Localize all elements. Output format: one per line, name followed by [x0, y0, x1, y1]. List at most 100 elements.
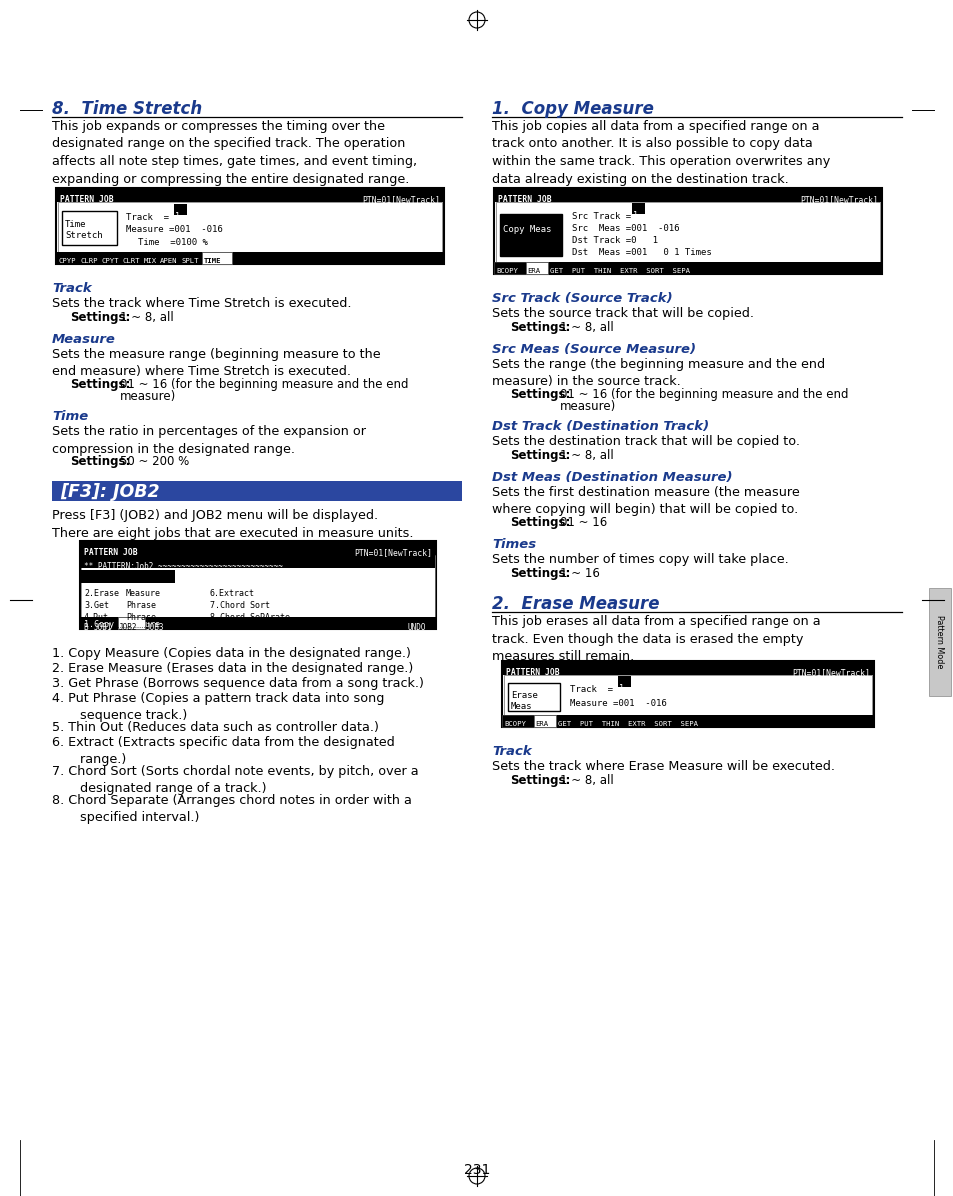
Text: Phrase: Phrase: [126, 602, 156, 610]
Text: 231: 231: [463, 1163, 490, 1177]
Text: measure): measure): [559, 399, 616, 413]
Text: Stretch: Stretch: [65, 231, 103, 240]
Text: [F3]: JOB2: [F3]: JOB2: [60, 483, 159, 501]
Bar: [494, 262, 525, 274]
Bar: [501, 661, 873, 675]
Text: 1 ~ 8, all: 1 ~ 8, all: [559, 448, 613, 462]
Text: Sets the destination track that will be copied to.: Sets the destination track that will be …: [492, 435, 800, 448]
Text: Settings:: Settings:: [510, 321, 570, 334]
Text: CLRT: CLRT: [123, 258, 140, 264]
Bar: [631, 203, 644, 214]
Text: GET  PUT  THIN  EXTR  SORT  SEPA: GET PUT THIN EXTR SORT SEPA: [550, 268, 689, 274]
Bar: [507, 683, 559, 710]
Text: Measure: Measure: [52, 332, 115, 346]
Bar: [494, 188, 882, 274]
Text: Dst Meas (Destination Measure): Dst Meas (Destination Measure): [492, 471, 732, 484]
Text: BCOPY: BCOPY: [496, 268, 517, 274]
Text: 3. Get Phrase (Borrows sequence data from a song track.): 3. Get Phrase (Borrows sequence data fro…: [52, 677, 423, 690]
Text: 1.  Copy Measure: 1. Copy Measure: [492, 100, 653, 118]
Text: TIME: TIME: [203, 258, 221, 264]
Text: ** PATTERN:Job2 ~~~~~~~~~~~~~~~~~~~~~~~~~~~: ** PATTERN:Job2 ~~~~~~~~~~~~~~~~~~~~~~~~…: [84, 562, 283, 570]
Text: 8.Chord SePArate: 8.Chord SePArate: [210, 614, 290, 622]
Bar: [118, 617, 145, 629]
Bar: [80, 617, 436, 629]
Text: Pattern Mode: Pattern Mode: [935, 615, 943, 669]
Text: Sets the measure range (beginning measure to the
end measure) where Time Stretch: Sets the measure range (beginning measur…: [52, 348, 380, 378]
Text: Settings:: Settings:: [510, 567, 570, 580]
Text: Settings:: Settings:: [510, 448, 570, 462]
Bar: [80, 541, 436, 629]
Bar: [501, 715, 534, 727]
Text: 1 ~ 8, all: 1 ~ 8, all: [559, 321, 613, 334]
Text: Meas: Meas: [511, 702, 532, 710]
Text: Erase: Erase: [511, 691, 537, 700]
Text: Time: Time: [65, 220, 87, 228]
Bar: [56, 188, 443, 264]
Text: Time: Time: [52, 410, 89, 423]
Text: Measure: Measure: [126, 620, 161, 629]
Bar: [81, 555, 435, 568]
Text: Settings:: Settings:: [70, 311, 131, 324]
Text: 6. Extract (Extracts specific data from the designated
       range.): 6. Extract (Extracts specific data from …: [52, 736, 395, 765]
Text: CLRP: CLRP: [80, 258, 97, 264]
Text: PTN=01[NewTrack]: PTN=01[NewTrack]: [361, 195, 439, 205]
Text: PATTERN JOB: PATTERN JOB: [84, 548, 137, 557]
Text: 1 ~ 16: 1 ~ 16: [559, 567, 599, 580]
Text: Src  Meas =001  -016: Src Meas =001 -016: [572, 224, 679, 233]
Bar: [62, 210, 117, 245]
Bar: [534, 715, 556, 727]
Text: Track  =: Track =: [569, 685, 613, 694]
Text: UNDO: UNDO: [408, 623, 426, 631]
Text: Settings:: Settings:: [510, 515, 570, 529]
Text: PTN=01[NewTrack]: PTN=01[NewTrack]: [800, 195, 877, 205]
Text: Measure =001  -016: Measure =001 -016: [126, 225, 222, 234]
Text: 1 ~ 8, all: 1 ~ 8, all: [120, 311, 173, 324]
Text: Src Track =: Src Track =: [572, 212, 631, 221]
Text: 5. Thin Out (Reduces data such as controller data.): 5. Thin Out (Reduces data such as contro…: [52, 721, 378, 734]
Text: This job expands or compresses the timing over the
designated range on the speci: This job expands or compresses the timin…: [52, 120, 416, 185]
Text: PATTERN JOB: PATTERN JOB: [60, 195, 113, 205]
Text: Settings:: Settings:: [70, 454, 131, 468]
Bar: [173, 205, 187, 215]
Text: 01 ~ 16: 01 ~ 16: [559, 515, 607, 529]
Text: 7.Chord Sort: 7.Chord Sort: [210, 602, 270, 610]
Text: PTN=01[NewTrack]: PTN=01[NewTrack]: [354, 548, 432, 557]
Text: 1: 1: [633, 210, 638, 220]
Text: Settings:: Settings:: [510, 774, 570, 787]
Text: 8.  Time Stretch: 8. Time Stretch: [52, 100, 202, 118]
Text: SPLT: SPLT: [181, 258, 198, 264]
Text: Phrase: Phrase: [126, 614, 156, 622]
Text: 2.Erase: 2.Erase: [84, 588, 119, 598]
Text: 6.Extract: 6.Extract: [210, 588, 254, 598]
Text: Press [F3] (JOB2) and JOB2 menu will be displayed.
There are eight jobs that are: Press [F3] (JOB2) and JOB2 menu will be …: [52, 509, 413, 539]
Text: Sets the first destination measure (the measure
where copying will begin) that w: Sets the first destination measure (the …: [492, 486, 799, 517]
Text: 50 ~ 200 %: 50 ~ 200 %: [120, 454, 189, 468]
Bar: [494, 262, 882, 274]
Text: Dst  Meas =001   0 1 Times: Dst Meas =001 0 1 Times: [572, 248, 711, 257]
Text: measure): measure): [120, 390, 176, 403]
Text: Sets the number of times copy will take place.: Sets the number of times copy will take …: [492, 553, 788, 566]
Text: Sets the track where Erase Measure will be executed.: Sets the track where Erase Measure will …: [492, 759, 834, 773]
Text: ERA: ERA: [535, 721, 548, 727]
Text: ERA: ERA: [526, 268, 539, 274]
Bar: [618, 676, 630, 687]
Text: Track  =: Track =: [126, 213, 169, 222]
Text: MIX: MIX: [144, 258, 156, 264]
Text: JOB1: JOB1: [94, 623, 112, 631]
Bar: [56, 252, 443, 264]
Text: Measure: Measure: [126, 588, 161, 598]
Text: PATTERN JOB: PATTERN JOB: [497, 195, 551, 205]
Text: Src Track (Source Track): Src Track (Source Track): [492, 292, 672, 305]
Text: 7. Chord Sort (Sorts chordal note events, by pitch, over a
       designated ran: 7. Chord Sort (Sorts chordal note events…: [52, 765, 418, 795]
Text: 3.Get: 3.Get: [84, 602, 109, 610]
Bar: [56, 188, 443, 202]
Bar: [501, 715, 873, 727]
Text: 4. Put Phrase (Copies a pattern track data into song
       sequence track.): 4. Put Phrase (Copies a pattern track da…: [52, 692, 384, 722]
Text: 2.  Erase Measure: 2. Erase Measure: [492, 594, 659, 614]
Text: CPYP: CPYP: [59, 258, 76, 264]
Bar: [496, 202, 879, 271]
Bar: [58, 202, 441, 262]
Bar: [201, 252, 232, 264]
Text: Sets the track where Time Stretch is executed.: Sets the track where Time Stretch is exe…: [52, 297, 351, 310]
Text: 4.Put: 4.Put: [84, 614, 109, 622]
